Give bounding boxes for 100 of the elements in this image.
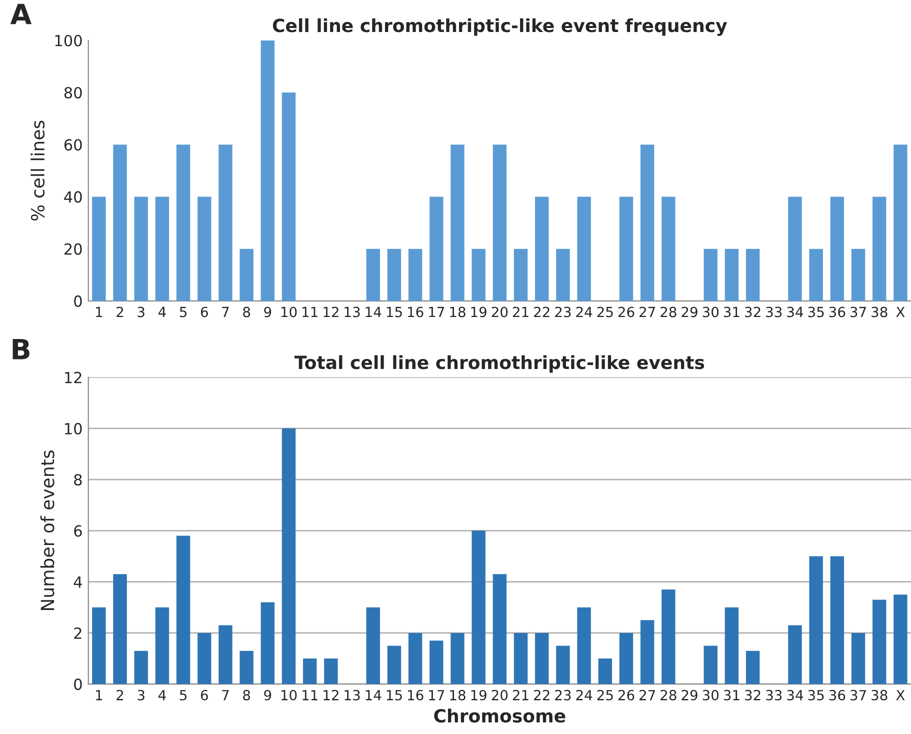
x-tick-label: 30 [702, 306, 719, 318]
x-tick-label: 32 [745, 690, 760, 700]
x-tick-label: 33 [766, 306, 782, 318]
x-tick-label: 31 [724, 690, 740, 700]
bar [387, 248, 402, 301]
x-tick-label: 11 [302, 690, 318, 700]
x-tick-label: 10 [281, 306, 297, 318]
y-tick-label: 2 [74, 627, 82, 639]
x-tick-label: 38 [872, 306, 888, 318]
x-tick-label: 16 [408, 690, 424, 700]
x-tick-label: 25 [597, 690, 613, 700]
x-tick-label: 31 [724, 306, 740, 318]
x-tick-label: 2 [116, 690, 124, 700]
chart-title: Cell line chromothriptic-like event frequency [272, 18, 728, 36]
chart-title: Total cell line chromothriptic-like events [294, 355, 704, 373]
bar [492, 144, 507, 301]
bar [619, 632, 634, 684]
text: A [10, 4, 32, 24]
x-tick-label: 26 [618, 306, 634, 318]
bar [556, 248, 570, 301]
bar [198, 632, 212, 684]
x-tick-label: 12 [324, 306, 338, 318]
x-tick-label: 18 [450, 690, 466, 700]
y-tick-label: 12 [65, 372, 82, 384]
x-tick-label: 7 [222, 690, 229, 700]
y-axis-title: Number of events [40, 450, 54, 610]
y-tick-label: 80 [64, 86, 82, 99]
x-tick-label: X [896, 690, 905, 700]
x-tick-label: 12 [324, 690, 338, 700]
x-tick-label: 13 [344, 690, 360, 700]
bar [155, 607, 170, 684]
x-tick-label: 1 [96, 306, 102, 318]
bar [260, 602, 275, 684]
x-tick-label: 9 [264, 306, 272, 318]
bar [514, 632, 528, 684]
x-tick-label: 19 [471, 306, 486, 318]
bar [704, 248, 718, 301]
bar [366, 607, 380, 684]
bar [324, 658, 338, 684]
y-tick-label: 60 [64, 139, 82, 151]
x-tick-label: 7 [222, 306, 229, 318]
bar [134, 650, 148, 684]
x-tick-label: 23 [555, 306, 571, 318]
x-tick-label: 14 [366, 306, 382, 318]
bar [851, 632, 866, 684]
y-tick-label: 20 [64, 243, 82, 255]
text: B [12, 338, 30, 360]
bar [218, 625, 232, 684]
bar [746, 248, 760, 301]
bar [240, 650, 254, 684]
bar [830, 196, 844, 301]
x-tick-label: 30 [702, 690, 719, 700]
x-tick-label: 36 [829, 306, 846, 318]
bar [430, 196, 444, 301]
y-tick-label: 6 [74, 525, 82, 537]
y-tick-label: 0 [74, 678, 82, 690]
bar [450, 144, 464, 301]
x-tick-label: 27 [640, 306, 655, 318]
x-tick-label: 8 [243, 306, 250, 318]
x-tick-label: 37 [850, 306, 866, 318]
x-tick-label: 28 [660, 306, 676, 318]
x-tick-label: 21 [512, 690, 528, 700]
x-tick-label: 14 [366, 690, 382, 700]
bar [830, 556, 844, 684]
x-tick-label: 19 [471, 690, 486, 700]
x-tick-label: 11 [302, 306, 318, 318]
bar [535, 632, 549, 684]
x-tick-label: 3 [138, 306, 144, 318]
bar [724, 248, 739, 301]
bar [430, 640, 444, 684]
x-tick-label: 8 [243, 690, 250, 700]
x-tick-label: 37 [850, 690, 866, 700]
bar [282, 428, 296, 684]
x-tick-label: 3 [138, 690, 144, 700]
bar [662, 589, 676, 684]
x-tick-label: 33 [766, 690, 782, 700]
x-tick-label: 28 [660, 690, 676, 700]
bar [450, 632, 464, 684]
x-tick-label: X [896, 306, 905, 318]
bar [472, 248, 486, 301]
x-tick-label: 22 [534, 690, 550, 700]
bar [302, 658, 317, 684]
bar [872, 196, 886, 301]
bar [387, 646, 402, 684]
x-tick-label: 5 [180, 690, 186, 700]
bar [746, 650, 760, 684]
x-tick-label: 22 [534, 306, 550, 318]
x-tick-label: 26 [618, 690, 634, 700]
x-tick-label: 20 [492, 306, 508, 318]
bar [92, 196, 106, 301]
bar [640, 620, 654, 684]
x-tick-label: 16 [408, 306, 424, 318]
x-tick-label: 35 [808, 690, 824, 700]
y-tick-label: 100 [55, 34, 82, 46]
bar [577, 196, 591, 301]
bar [809, 248, 823, 301]
y-tick-label: 10 [65, 422, 82, 434]
bar [894, 144, 908, 301]
x-tick-label: 4 [158, 690, 166, 700]
x-tick-label: 25 [597, 306, 613, 318]
